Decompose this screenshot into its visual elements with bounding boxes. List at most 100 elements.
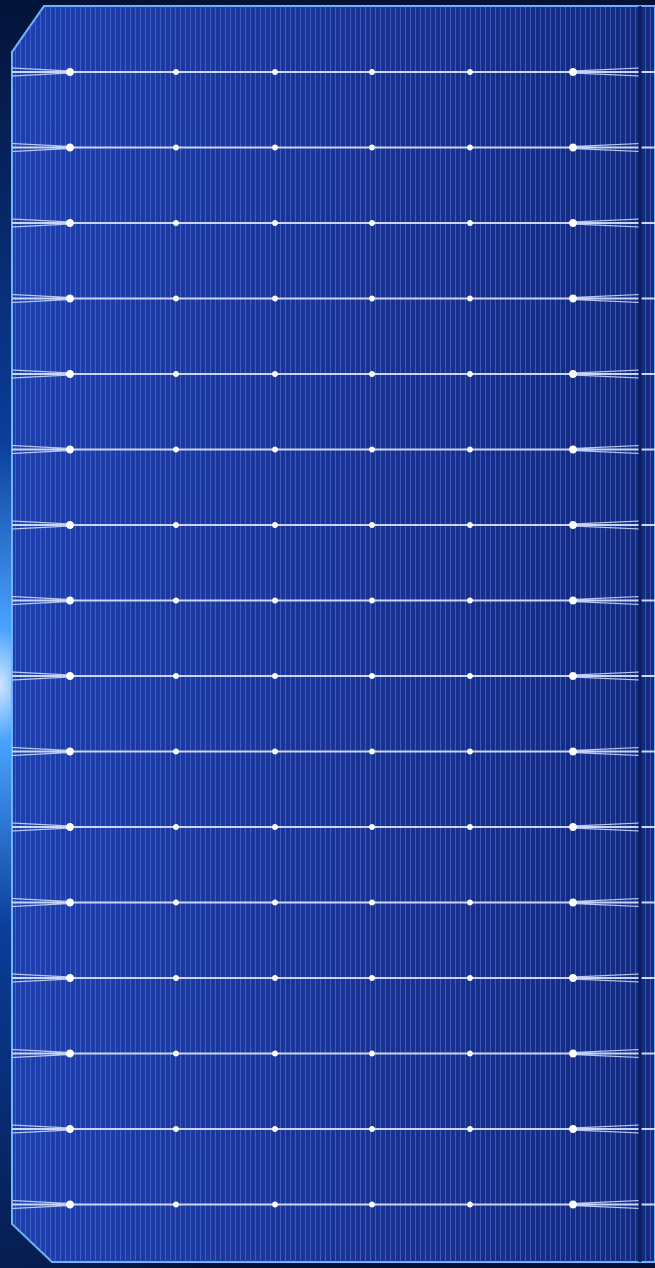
busbar-edge	[572, 444, 641, 450]
busbar-edge	[12, 671, 71, 676]
solder-pad	[173, 144, 179, 151]
solder-pad	[467, 144, 473, 151]
solder-pad	[66, 521, 74, 529]
solder-pad	[569, 898, 577, 907]
solder-pad	[173, 371, 179, 377]
solder-pad	[66, 1049, 74, 1058]
solder-pad	[66, 823, 74, 831]
busbar-edge	[12, 520, 71, 525]
solder-pad	[66, 672, 74, 680]
solder-pad	[369, 371, 375, 377]
solder-pad	[569, 1200, 577, 1209]
busbar-edge	[12, 827, 71, 832]
busbar-edge	[12, 600, 71, 606]
solder-pad	[569, 294, 577, 303]
solder-pad	[66, 1125, 74, 1133]
solder-pad	[569, 370, 577, 378]
solder-pad	[369, 144, 375, 151]
busbar-edge	[12, 293, 71, 299]
busbar-edge	[572, 293, 641, 299]
solder-pad	[467, 220, 473, 226]
solder-pad	[569, 672, 577, 680]
solder-pad	[173, 220, 179, 226]
busbar-edge	[572, 147, 641, 153]
busbar-edge	[572, 676, 641, 681]
busbar-edge	[572, 520, 641, 525]
solder-pad	[272, 295, 278, 302]
solder-pad	[272, 899, 278, 906]
busbar-edge	[572, 525, 641, 530]
busbar-edge	[12, 751, 71, 757]
solder-pad	[173, 597, 179, 604]
solder-pad	[369, 824, 375, 830]
busbar-edge	[572, 897, 641, 903]
solder-pad	[66, 294, 74, 303]
busbar-edge	[12, 223, 71, 228]
busbar-edge	[12, 1129, 71, 1134]
busbar-edge	[12, 72, 71, 77]
solder-pad	[467, 597, 473, 604]
solder-pad	[272, 1201, 278, 1208]
solder-pad	[369, 1050, 375, 1057]
busbar-edge	[572, 142, 641, 148]
solder-pad	[467, 1201, 473, 1208]
solder-pad	[467, 899, 473, 906]
busbar-edge	[572, 1129, 641, 1134]
busbar-edge	[572, 973, 641, 978]
solder-pad	[66, 219, 74, 227]
solder-pad	[272, 597, 278, 604]
solder-pad	[467, 673, 473, 679]
busbar-edge	[572, 978, 641, 983]
solder-pad	[272, 220, 278, 226]
busbar-edge	[12, 147, 71, 153]
solder-pad	[66, 1200, 74, 1209]
solder-pad	[66, 898, 74, 907]
solder-pad	[173, 748, 179, 755]
busbar-edge	[572, 369, 641, 374]
solder-pad	[569, 68, 577, 76]
solder-pad	[272, 69, 278, 75]
solder-pad	[569, 521, 577, 529]
busbar-edge	[12, 978, 71, 983]
busbar-edge	[12, 369, 71, 374]
busbar-edge	[12, 1199, 71, 1205]
solder-pad	[569, 974, 577, 982]
busbar-edge	[572, 902, 641, 908]
busbar-edge	[12, 902, 71, 908]
solder-pad	[272, 1126, 278, 1132]
solder-pad	[272, 522, 278, 528]
busbar-edge	[12, 67, 71, 72]
solder-pad	[173, 522, 179, 528]
busbar-edge	[12, 1124, 71, 1129]
solder-pad	[569, 219, 577, 227]
solder-pad	[173, 295, 179, 302]
solder-pad	[173, 1201, 179, 1208]
solder-pad	[467, 522, 473, 528]
busbar-edge	[12, 746, 71, 752]
solder-pad	[467, 748, 473, 755]
solder-pad	[66, 974, 74, 982]
solder-pad	[467, 1050, 473, 1057]
busbar-edge	[12, 1204, 71, 1210]
busbar-edge	[572, 218, 641, 223]
busbar-edge	[12, 525, 71, 530]
solder-pad	[173, 1126, 179, 1132]
solder-pad	[369, 597, 375, 604]
solder-pad	[369, 69, 375, 75]
busbars	[12, 6, 655, 1262]
solder-pad	[369, 975, 375, 981]
solder-pad	[66, 370, 74, 378]
solder-pad	[369, 220, 375, 226]
solder-pad	[272, 1050, 278, 1057]
solder-pad	[467, 824, 473, 830]
solder-pad	[467, 975, 473, 981]
solder-pad	[369, 748, 375, 755]
busbar-edge	[572, 374, 641, 379]
solder-pad	[66, 68, 74, 76]
solder-pad	[272, 673, 278, 679]
busbar-edge	[572, 1199, 641, 1205]
solder-pad	[569, 823, 577, 831]
solder-pad	[369, 1126, 375, 1132]
